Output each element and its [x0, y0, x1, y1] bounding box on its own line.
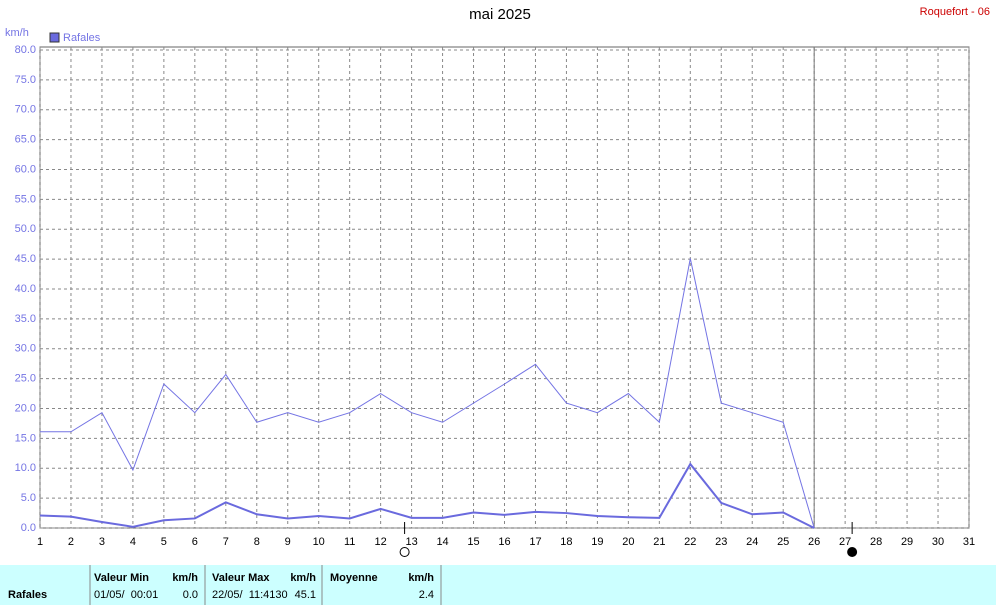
x-tick-label: 23	[715, 536, 727, 548]
table-cell: 2.4	[419, 589, 434, 601]
x-tick-label: 16	[498, 536, 510, 548]
x-tick-label: 9	[285, 536, 291, 548]
x-tick-label: 21	[653, 536, 665, 548]
x-tick-label: 15	[467, 536, 479, 548]
table-header: km/h	[172, 572, 198, 584]
y-tick-label: 45.0	[15, 253, 36, 265]
x-tick-label: 28	[870, 536, 882, 548]
legend-swatch	[49, 32, 60, 43]
y-tick-label: 75.0	[15, 74, 36, 86]
table-header: km/h	[290, 572, 316, 584]
x-tick-label: 11	[344, 536, 355, 548]
table-cell: 22/05/ 11:4130	[212, 589, 288, 601]
x-tick-label: 5	[161, 536, 167, 548]
x-tick-label: 3	[99, 536, 105, 548]
station: Roquefort - 06	[920, 6, 990, 18]
y-tick-label: 65.0	[15, 134, 36, 146]
table-header: Valeur Max	[212, 572, 270, 584]
y-tick-label: 60.0	[15, 163, 36, 175]
x-tick-label: 2	[68, 536, 74, 548]
plot: 0.0 5.0 10.0 15.0 20.0 25.0 30.0 35.0 40.0 45.0 50…	[15, 44, 975, 557]
y-tick-label: 80.0	[15, 44, 36, 56]
moon-icon	[399, 547, 410, 557]
x-tick-label: 8	[254, 536, 260, 548]
x-tick-label: 26	[808, 536, 820, 548]
x-tick-label: 25	[777, 536, 789, 548]
x-tick-label: 17	[529, 536, 541, 548]
y-tick-label: 5.0	[21, 492, 36, 504]
x-tick-label: 20	[622, 536, 634, 548]
chart-title: mai 2025	[469, 6, 531, 23]
x-tick-label: 18	[560, 536, 572, 548]
x-tick-label: 30	[932, 536, 944, 548]
y-tick-label: 30.0	[15, 343, 36, 355]
y-tick-label: 70.0	[15, 104, 36, 116]
y-tick-label: 15.0	[15, 432, 36, 444]
x-tick-label: 22	[684, 536, 696, 548]
x-tick-label: 27	[839, 536, 851, 548]
x-tick-label: 24	[746, 536, 758, 548]
x-tick-label: 13	[405, 536, 417, 548]
y-tick-label: 40.0	[15, 283, 36, 295]
y-tick-label: 25.0	[15, 373, 36, 385]
x-tick-label: 7	[223, 536, 229, 548]
table-header: km/h	[408, 572, 434, 584]
table-bg	[0, 565, 996, 605]
y-tick-label: 10.0	[15, 462, 36, 474]
table-row-label: Rafales	[8, 589, 47, 601]
y-tick-label: 0.0	[21, 522, 36, 534]
x-tick-label: 4	[130, 536, 136, 548]
legend-label: Rafales	[63, 32, 101, 44]
table-header: Valeur Min	[94, 572, 149, 584]
x-tick-label: 14	[436, 536, 448, 548]
y-tick-label: 20.0	[15, 402, 36, 414]
x-tick-label: 12	[375, 536, 387, 548]
x-tick-label: 10	[313, 536, 325, 548]
x-tick-label: 1	[37, 536, 43, 548]
table-cell: 45.1	[295, 589, 316, 601]
series-line	[39, 462, 815, 529]
y-tick-label: 35.0	[15, 313, 36, 325]
table-cell: 0.0	[183, 589, 198, 601]
series-line	[40, 258, 815, 529]
table-header: Moyenne	[330, 572, 378, 584]
x-tick-label: 6	[192, 536, 198, 548]
y-tick-label: 50.0	[15, 223, 36, 235]
table-cell: 01/05/ 00:01	[94, 589, 158, 601]
y-unit: km/h	[5, 27, 29, 39]
moon-icon	[847, 547, 858, 557]
y-tick-label: 55.0	[15, 193, 36, 205]
x-tick-label: 19	[591, 536, 603, 548]
x-tick-label: 31	[963, 536, 975, 548]
x-tick-label: 29	[901, 536, 913, 548]
